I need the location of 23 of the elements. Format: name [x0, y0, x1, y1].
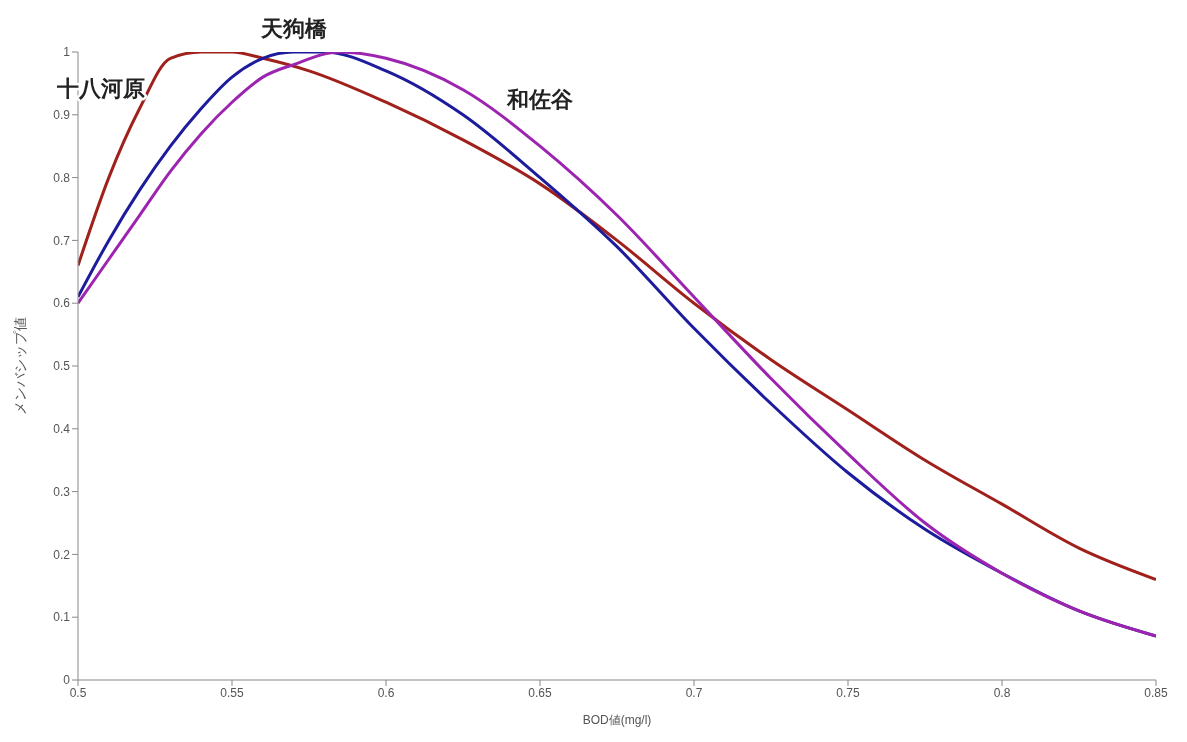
- y-tick-label: 0.8: [53, 170, 71, 185]
- y-tick-label: 0.1: [53, 610, 71, 625]
- y-tick-label: 0.4: [53, 422, 71, 437]
- x-tick-label: 0.55: [220, 685, 244, 700]
- series-label: 天狗橋: [259, 16, 328, 41]
- y-tick-label: 0.3: [53, 484, 71, 499]
- x-tick-label: 0.7: [685, 685, 703, 700]
- y-tick-label: 0.9: [53, 108, 71, 123]
- y-tick-label: 0.5: [53, 359, 71, 374]
- y-tick-label: 0: [63, 673, 71, 688]
- x-tick-label: 0.85: [1144, 685, 1168, 700]
- series-label: 十八河原: [56, 76, 146, 101]
- x-tick-label: 0.65: [528, 685, 552, 700]
- x-tick-label: 0.8: [993, 685, 1011, 700]
- series-label: 和佐谷: [505, 87, 573, 112]
- x-tick-label: 0.75: [836, 685, 860, 700]
- y-tick-label: 0.7: [53, 233, 71, 248]
- y-tick-label: 0.2: [53, 547, 71, 562]
- y-tick-label: 1: [63, 45, 71, 60]
- y-tick-label: 0.6: [53, 296, 71, 311]
- x-axis-title: BOD値(mg/l): [582, 713, 652, 727]
- x-tick-label: 0.6: [377, 685, 395, 700]
- y-axis-title: メンバシップ値: [11, 317, 28, 415]
